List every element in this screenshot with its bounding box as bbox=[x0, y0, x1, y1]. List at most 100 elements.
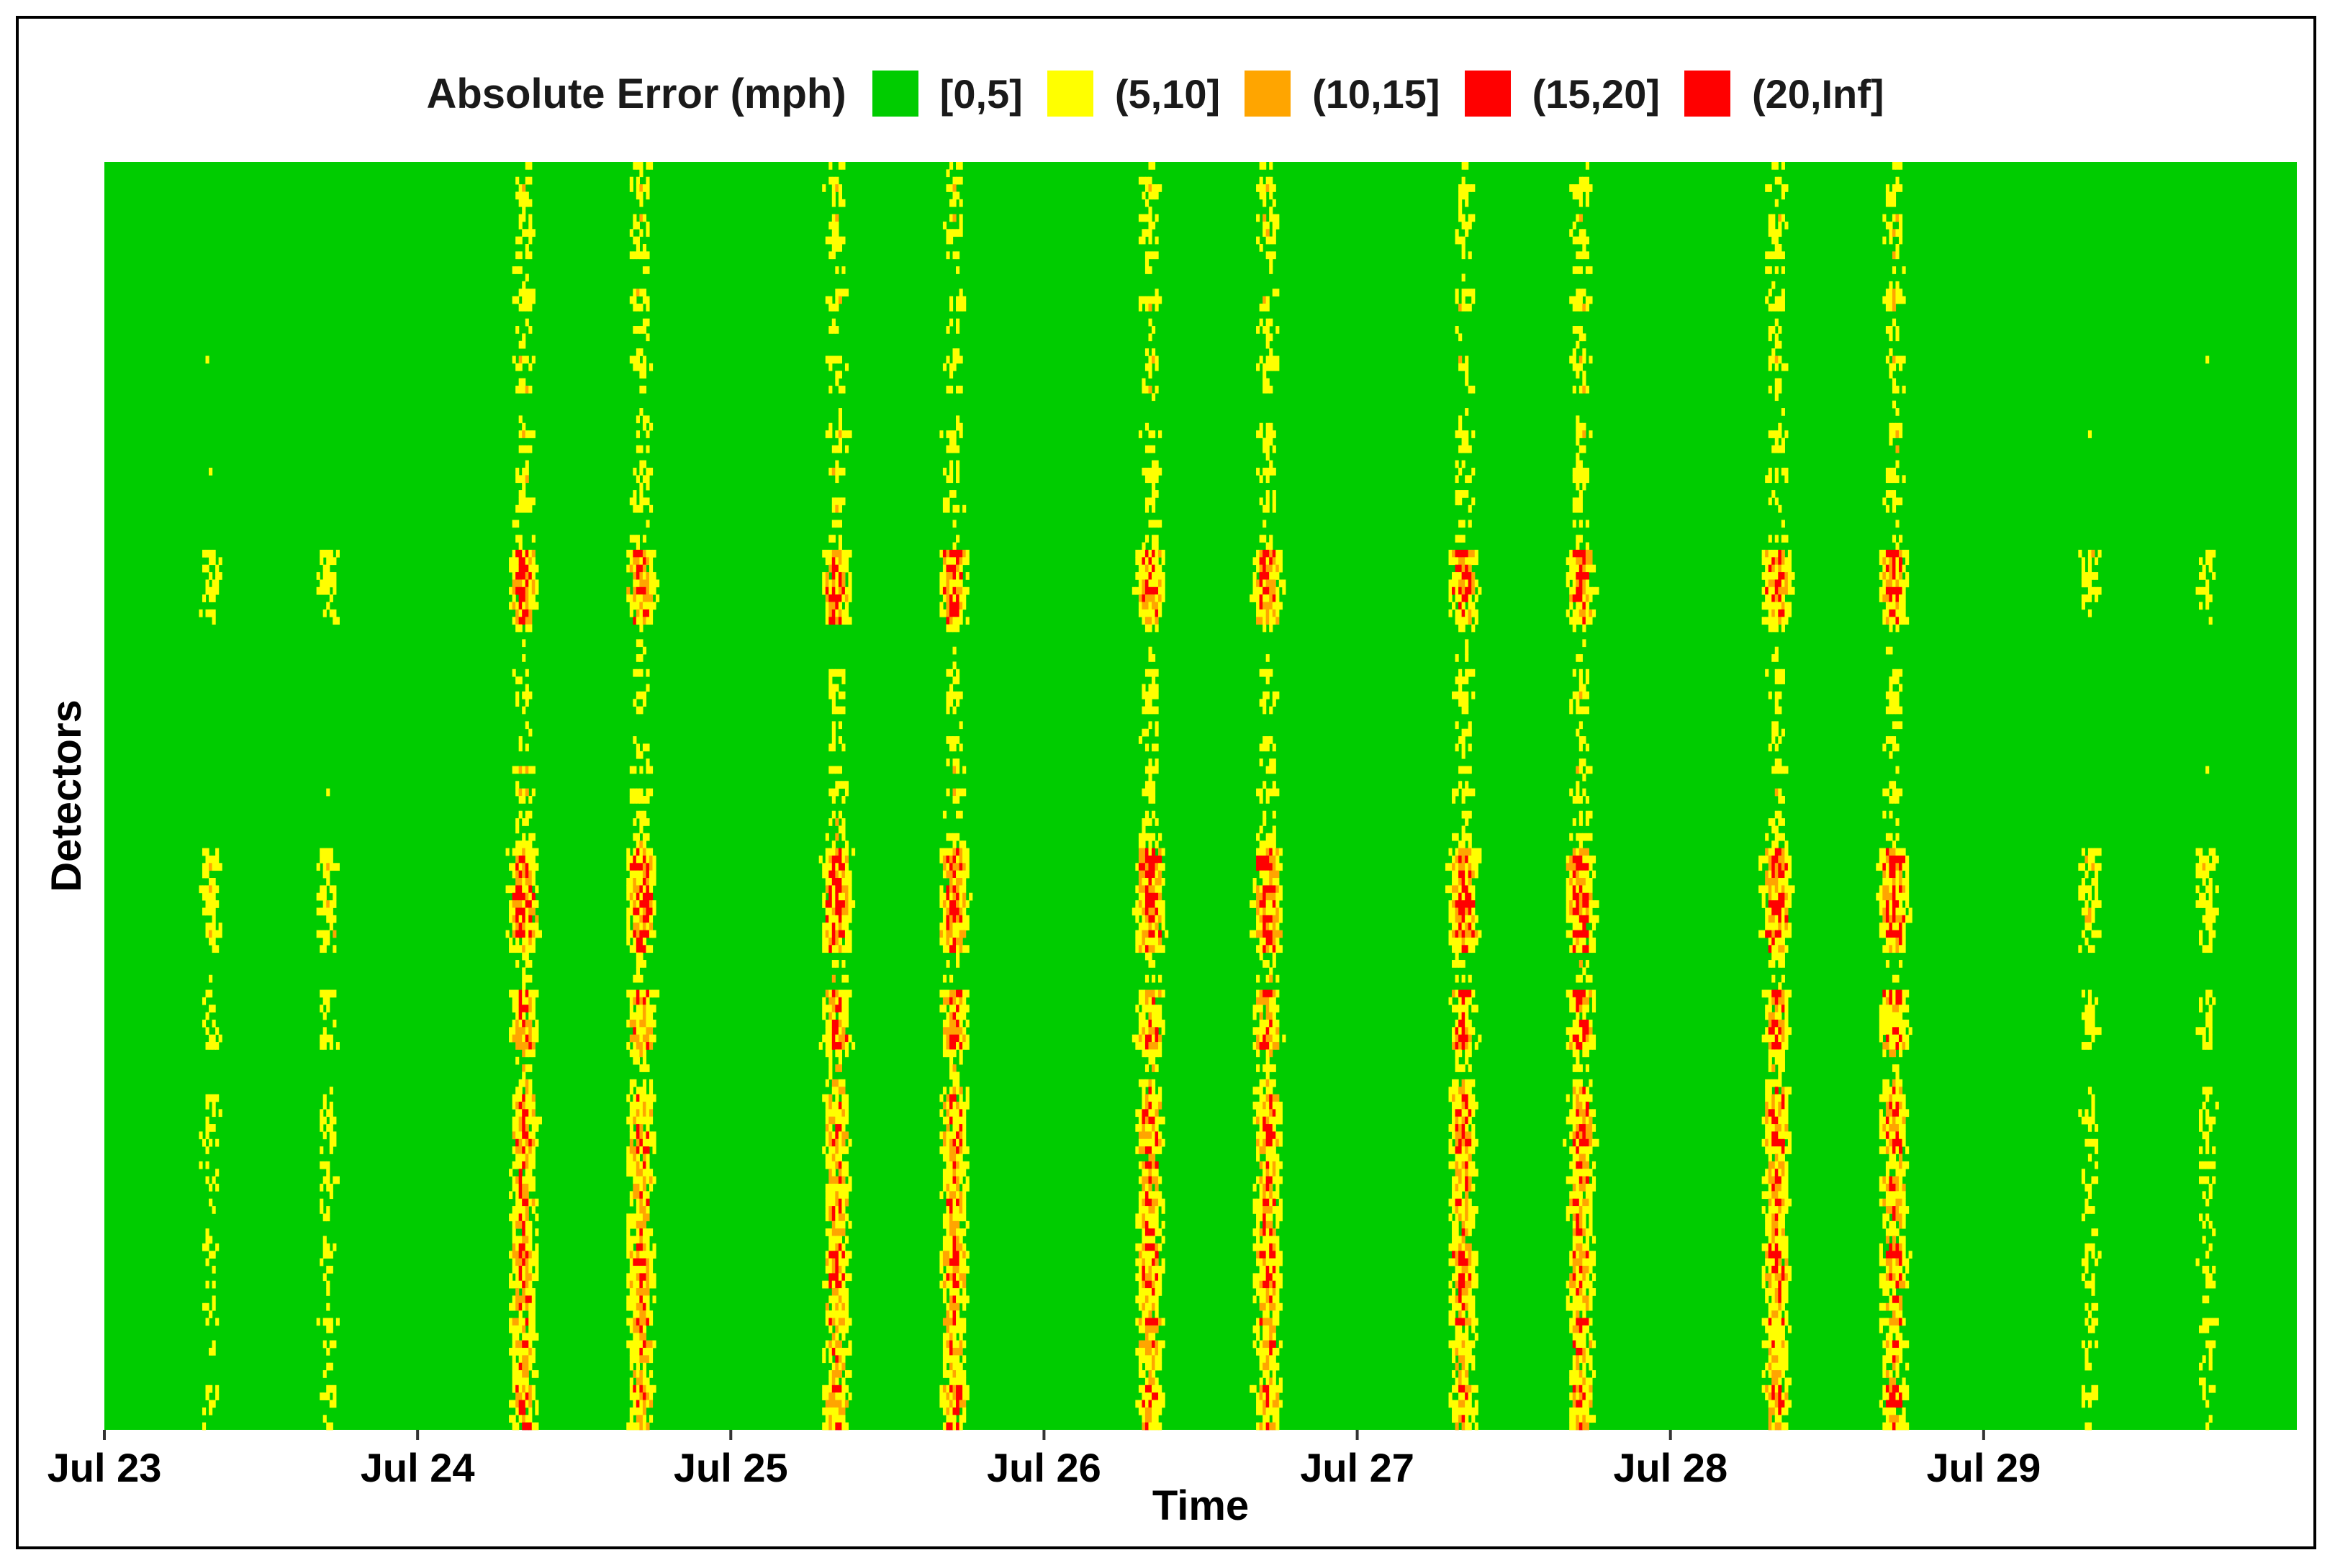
heatmap-cell bbox=[1144, 229, 1150, 237]
heatmap-cell bbox=[1148, 1325, 1152, 1333]
heatmap-cell bbox=[629, 1273, 633, 1282]
heatmap-cell bbox=[518, 1087, 523, 1095]
heatmap-cell bbox=[942, 363, 947, 371]
heatmap-cell bbox=[1155, 863, 1159, 871]
heatmap-cell bbox=[1448, 1213, 1453, 1222]
heatmap-cell bbox=[1265, 1019, 1270, 1028]
heatmap-cell bbox=[1155, 475, 1159, 484]
heatmap-cell bbox=[215, 1243, 220, 1251]
heatmap-cell bbox=[639, 1243, 643, 1251]
heatmap-cell bbox=[952, 445, 957, 453]
heatmap-cell bbox=[515, 251, 520, 260]
heatmap-cell bbox=[942, 497, 947, 506]
heatmap-cell bbox=[942, 974, 947, 983]
heatmap-cell bbox=[646, 1191, 650, 1200]
heatmap-cell bbox=[320, 989, 324, 998]
heatmap-cell bbox=[952, 870, 957, 879]
heatmap-cell bbox=[838, 691, 842, 699]
heatmap-cell bbox=[841, 1228, 846, 1236]
heatmap-cell bbox=[322, 997, 327, 1005]
heatmap-cell bbox=[1155, 1131, 1159, 1140]
heatmap-cell bbox=[1265, 974, 1270, 983]
heatmap-cell bbox=[942, 1340, 947, 1349]
heatmap-cell bbox=[646, 296, 650, 304]
heatmap-cell bbox=[1252, 594, 1257, 602]
heatmap-cell bbox=[515, 930, 520, 938]
heatmap-cell bbox=[1272, 1034, 1276, 1043]
heatmap-cell bbox=[1272, 1370, 1276, 1378]
heatmap-cell bbox=[1144, 907, 1150, 916]
heatmap-cell bbox=[329, 1362, 333, 1371]
heatmap-cell bbox=[1259, 743, 1263, 752]
heatmap-cell bbox=[639, 1220, 643, 1229]
heatmap-cell bbox=[962, 788, 967, 797]
heatmap-cell bbox=[333, 1116, 337, 1125]
heatmap-cell bbox=[1263, 602, 1267, 610]
heatmap-cell bbox=[531, 572, 536, 580]
heatmap-cell bbox=[1265, 1005, 1270, 1012]
heatmap-cell bbox=[1138, 1220, 1143, 1229]
heatmap-cell bbox=[642, 1056, 647, 1065]
heatmap-cell bbox=[652, 900, 656, 908]
heatmap-cell bbox=[531, 1027, 536, 1035]
heatmap-cell bbox=[329, 1265, 333, 1274]
heatmap-cell bbox=[1142, 840, 1146, 848]
heatmap-cell bbox=[329, 1087, 333, 1095]
heatmap-cell bbox=[518, 1079, 523, 1087]
heatmap-cell bbox=[1138, 557, 1143, 566]
heatmap-cell bbox=[825, 1049, 829, 1058]
heatmap-cell bbox=[1148, 833, 1152, 841]
heatmap-cell bbox=[1263, 736, 1267, 744]
heatmap-cell bbox=[1256, 900, 1260, 908]
heatmap-cell bbox=[1265, 676, 1270, 684]
heatmap-cell bbox=[1455, 497, 1459, 506]
heatmap-cell bbox=[838, 1124, 842, 1132]
heatmap-cell bbox=[1152, 1042, 1156, 1050]
heatmap-cell bbox=[522, 818, 526, 826]
heatmap-cell bbox=[1259, 870, 1263, 879]
heatmap-cell bbox=[1165, 930, 1169, 938]
heatmap-cell bbox=[946, 788, 950, 797]
heatmap-cell bbox=[942, 1288, 947, 1296]
heatmap-cell bbox=[844, 900, 849, 908]
heatmap-cell bbox=[1272, 900, 1276, 908]
heatmap-cell bbox=[942, 1295, 947, 1304]
heatmap-cell bbox=[642, 833, 647, 841]
heatmap-cell bbox=[835, 467, 839, 476]
heatmap-cell bbox=[942, 1005, 947, 1012]
heatmap-cell bbox=[636, 1325, 640, 1333]
heatmap-cell bbox=[633, 1101, 637, 1110]
heatmap-cell bbox=[952, 520, 957, 528]
heatmap-cell bbox=[642, 989, 647, 998]
heatmap-cell bbox=[825, 937, 829, 946]
heatmap-cell bbox=[633, 1109, 637, 1118]
heatmap-cell bbox=[518, 594, 523, 602]
heatmap-cell bbox=[639, 326, 643, 334]
heatmap-cell bbox=[626, 1154, 631, 1162]
heatmap-cell bbox=[522, 579, 526, 588]
heatmap-cell bbox=[525, 1370, 529, 1378]
heatmap-cell bbox=[946, 1370, 950, 1378]
heatmap-cell bbox=[522, 796, 526, 804]
heatmap-cell bbox=[1265, 557, 1270, 566]
heatmap-cell bbox=[642, 422, 647, 431]
heatmap-cell bbox=[838, 1258, 842, 1266]
heatmap-cell bbox=[629, 997, 633, 1005]
heatmap-cell bbox=[1455, 691, 1459, 699]
heatmap-cell bbox=[1275, 617, 1280, 625]
heatmap-cell bbox=[1265, 788, 1270, 797]
heatmap-cell bbox=[1272, 1377, 1276, 1386]
heatmap-cell bbox=[939, 1280, 944, 1289]
heatmap-cell bbox=[525, 900, 529, 908]
heatmap-cell bbox=[1455, 915, 1459, 923]
heatmap-cell bbox=[528, 1347, 533, 1356]
heatmap-cell bbox=[844, 1034, 849, 1043]
heatmap-cell bbox=[1269, 1042, 1273, 1050]
heatmap-cell bbox=[825, 579, 829, 588]
legend-swatch-20-inf bbox=[1684, 71, 1730, 117]
heatmap-cell bbox=[642, 1385, 647, 1393]
heatmap-cell bbox=[1138, 572, 1143, 580]
heatmap-cell bbox=[1448, 1280, 1453, 1289]
heatmap-cell bbox=[1272, 1228, 1276, 1236]
heatmap-cell bbox=[835, 1138, 839, 1147]
